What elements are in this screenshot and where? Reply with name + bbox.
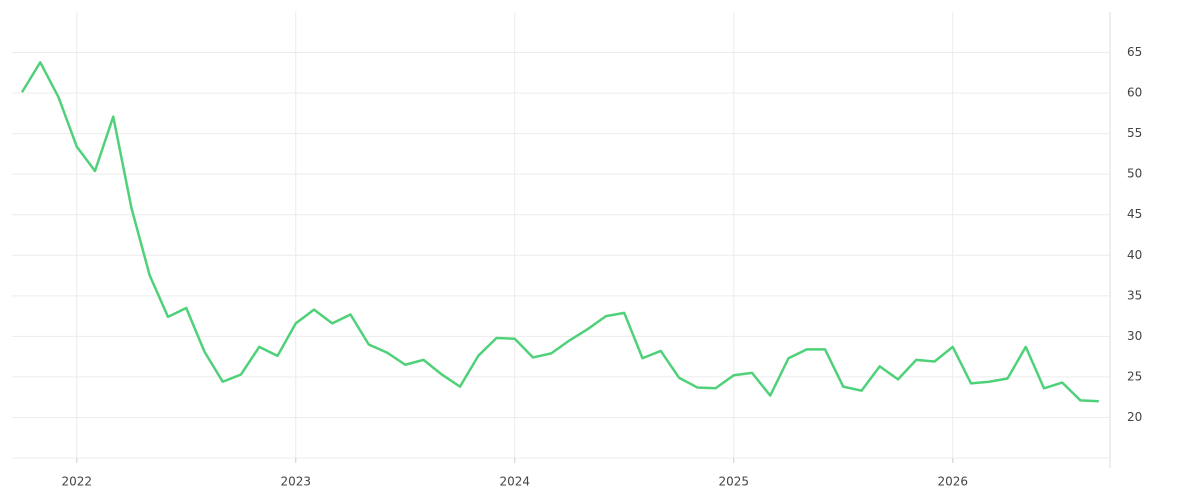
- x-tick-label: 2025: [718, 475, 749, 489]
- y-tick-label: 30: [1127, 329, 1142, 343]
- y-tick-label: 55: [1127, 126, 1142, 140]
- y-tick-label: 35: [1127, 288, 1142, 302]
- x-tick-label: 2022: [61, 475, 92, 489]
- y-tick-label: 60: [1127, 86, 1142, 100]
- x-tick-label: 2026: [937, 475, 968, 489]
- data-line: [20, 61, 1099, 403]
- x-tick-label: 2024: [499, 475, 530, 489]
- y-tick-label: 50: [1127, 167, 1142, 181]
- x-tick-label: 2023: [280, 475, 311, 489]
- y-tick-label: 45: [1127, 207, 1142, 221]
- y-tick-label: 25: [1127, 369, 1142, 383]
- y-tick-label: 65: [1127, 45, 1142, 59]
- y-tick-label: 40: [1127, 248, 1142, 262]
- y-tick-label: 20: [1127, 410, 1142, 424]
